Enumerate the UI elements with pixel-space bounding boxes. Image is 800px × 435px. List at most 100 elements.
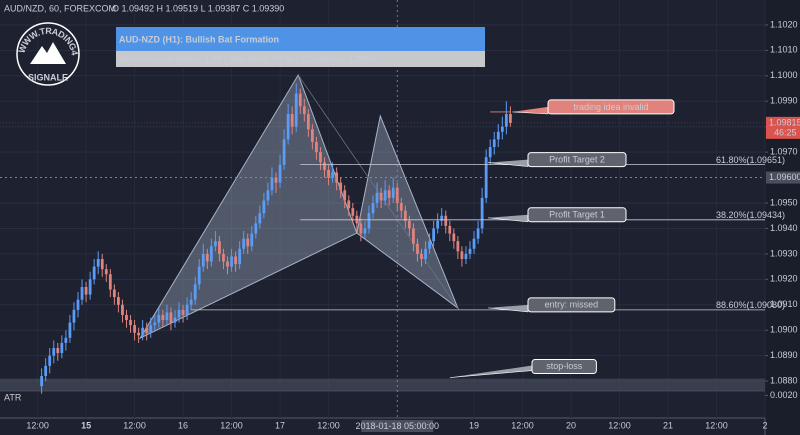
x-tick-label: 19: [469, 420, 479, 430]
callout-box: [527, 297, 616, 313]
candle-body: [153, 322, 157, 326]
x-tick-label: 12:00: [608, 420, 631, 430]
candle-body: [121, 304, 124, 315]
candle-body: [64, 337, 68, 343]
candle-body: [343, 190, 347, 201]
candle-body: [383, 190, 387, 201]
y-tick-label: 1.0950: [770, 197, 798, 207]
candle-body: [500, 126, 504, 132]
y-tick-label: 1.0970: [770, 147, 798, 157]
atr-label: ATR: [4, 392, 22, 402]
candle-body: [169, 312, 173, 323]
x-tick-label: 15: [81, 420, 91, 430]
y-tick-label: 1.0910: [770, 299, 798, 309]
stop-zone: [0, 378, 765, 392]
candle-body: [56, 348, 60, 354]
last-price-box: [766, 116, 800, 139]
candle-body: [246, 238, 250, 247]
candle-body: [44, 365, 48, 377]
y-tick-label: 1.0890: [770, 350, 798, 360]
candle-body: [270, 177, 274, 191]
chart-subtitle: Risk/Reward-Ratio: 1,58 | Win Rate: 59 %…: [119, 54, 376, 64]
candle-body: [266, 190, 270, 201]
candle-body: [476, 228, 480, 239]
callout-box: [547, 99, 675, 115]
candle-body: [177, 309, 181, 318]
candle-body: [48, 355, 52, 366]
candle-body: [185, 304, 189, 315]
candle-body: [331, 172, 334, 178]
candle-body: [250, 233, 254, 247]
candle-body: [96, 258, 100, 267]
candle-body: [254, 223, 258, 234]
candle-body: [193, 284, 197, 300]
logo-mountain: [30, 42, 66, 64]
candle-body: [420, 253, 423, 259]
candle-body: [181, 309, 185, 315]
x-tick-label: 16: [178, 420, 188, 430]
candle-body: [492, 139, 496, 148]
callout-text: stop-loss: [546, 361, 583, 371]
candle-body: [496, 131, 500, 140]
candle-body: [88, 279, 92, 295]
callout-box: [531, 359, 597, 375]
level-label: 38.20%(1.09434): [716, 210, 785, 220]
candle-body: [112, 289, 116, 298]
candle-body: [416, 243, 419, 254]
callout-text: entry: missed: [545, 300, 599, 310]
candle-body: [403, 210, 407, 221]
x-tick-label: 12:00: [511, 420, 534, 430]
candle-body: [209, 246, 213, 262]
candle-body: [363, 228, 367, 234]
y-tick-label: 1.1000: [770, 70, 798, 80]
candle-body: [339, 182, 343, 191]
candle-body: [60, 342, 64, 354]
callout-text: Profit Target 2: [549, 154, 605, 164]
candle-body: [141, 327, 145, 336]
y-tick-label: 1.0930: [770, 248, 798, 258]
candle-body: [262, 200, 266, 214]
candle-body: [274, 177, 278, 183]
candle-body: [133, 325, 136, 333]
candle-body: [347, 200, 351, 209]
overlay: AUD/NZD, 60, FOREXCOM O 1.09492 H 1.0951…: [0, 0, 485, 86]
candle-body: [68, 322, 72, 338]
candle-body: [399, 203, 403, 211]
x-tick-label: 21: [663, 420, 673, 430]
candle-body: [129, 320, 132, 326]
level-label: 61.80%(1.09651): [716, 155, 785, 165]
candle-body: [407, 220, 411, 229]
y-tick-label: 1.0920: [770, 274, 798, 284]
x-tick-label: 12:00: [220, 420, 243, 430]
candle-body: [412, 228, 415, 244]
candle-body: [242, 238, 246, 249]
candle-body: [278, 164, 282, 183]
candle-body: [40, 376, 44, 387]
callout-text: trading idea invalid: [573, 102, 648, 112]
crosshair-x-label: 2018-01-18 05:00:00: [355, 421, 439, 431]
candle-body: [80, 286, 84, 300]
level-label: 88.60%(1.09080): [716, 300, 785, 310]
y-tick-label: 1.0880: [770, 375, 798, 385]
candle-body: [488, 147, 492, 158]
candle-body: [205, 253, 209, 262]
candle-body: [137, 332, 141, 336]
candle-body: [315, 141, 318, 153]
candle-body: [230, 256, 233, 267]
candle-body: [234, 256, 238, 265]
y-tick-label: 1.1010: [770, 45, 798, 55]
candle-body: [440, 215, 444, 221]
candle-body: [319, 152, 322, 163]
y-tick-label: 1.0900: [770, 325, 798, 335]
candle-body: [480, 197, 484, 229]
y-tick-label: 1.0990: [770, 96, 798, 106]
logo-ring: [16, 22, 80, 86]
candle-body: [375, 192, 379, 204]
candle-body: [76, 299, 80, 310]
candle-body: [197, 266, 201, 285]
y-tick-label: 1.0940: [770, 223, 798, 233]
candle-body: [428, 241, 431, 249]
x-tick-label: 12:00: [123, 420, 146, 430]
